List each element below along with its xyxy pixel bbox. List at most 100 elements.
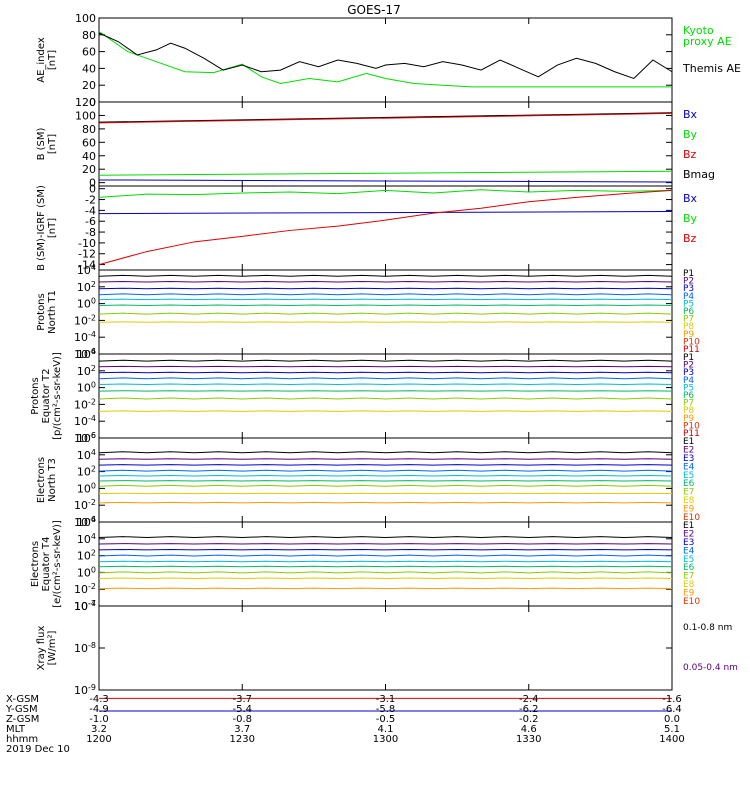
series-bx — [98, 179, 673, 183]
y-tick-label: 104 — [77, 448, 96, 462]
x-axis-value: -1.0 — [89, 714, 109, 725]
legend-entry: E2 — [683, 529, 694, 539]
legend-entry: E9 — [683, 589, 695, 599]
y-tick-label: 10-4 — [74, 515, 96, 529]
legend: Bx By Bz — [683, 192, 698, 245]
y-tick-label: 100 — [75, 109, 96, 122]
y-tick-label: 102 — [77, 280, 96, 294]
y-tick-label: 10-6 — [74, 347, 96, 361]
y-tick-label: 100 — [75, 12, 96, 25]
legend-entry: P9 — [683, 414, 694, 424]
y-tick-label: 10-9 — [74, 683, 96, 697]
x-axis-row-label: X-GSM — [6, 694, 39, 705]
legend-entry: P2 — [683, 277, 694, 287]
y-tick-label: 10-8 — [74, 641, 96, 655]
legend-entry: P2 — [683, 361, 694, 371]
panel-1: 0 20 40 60 80 100 AE_index[nT] Kyoto proxy AE The… — [36, 12, 741, 109]
y-axis-label: ElectronsEquator T4[e/(cm²-s-sr-keV)] — [30, 520, 63, 608]
series-bmag — [98, 112, 673, 123]
x-axis-table: X-GSM -4.3 -3.7 -3.1 -2.4 -1.6 Y-GSM -4.9 -5.4 -5… — [5, 694, 685, 755]
legend-entry: Bz — [683, 232, 697, 245]
series-e1 — [98, 536, 673, 539]
panel-frame — [98, 269, 673, 355]
y-tick-label: 10-2 — [74, 498, 96, 512]
panel-3: -14-12-10-8-6-4-20 B (SM)-IGRF (SM)[nT] Bx… — [36, 183, 698, 272]
legend-entry: E5 — [683, 471, 694, 481]
y-tick-label: 40 — [82, 150, 96, 163]
legend-entry: E6 — [683, 479, 695, 489]
panel-7: 106 104 102 100 10-2 10-4 ElectronsEquator T4[… — [30, 515, 700, 613]
series-p4 — [98, 293, 673, 296]
series-bx — [98, 210, 673, 215]
y-tick-label: 120 — [75, 96, 96, 109]
legend-entry: Kyoto proxy AE — [683, 24, 732, 48]
y-tick-label: 10-4 — [74, 599, 96, 613]
legend: Bx By Bz Bmag — [683, 108, 715, 181]
x-axis-value: -0.2 — [519, 714, 539, 725]
legend-entry: E3 — [683, 454, 694, 464]
x-axis-value: 1300 — [373, 734, 398, 745]
y-tick-label: -8 — [85, 226, 96, 239]
legend-entry: P11 — [683, 429, 700, 439]
plot-title: GOES-17 — [347, 3, 401, 17]
legend-entry: E4 — [683, 462, 695, 472]
legend-entry: P8 — [683, 406, 694, 416]
legend-entry: By — [683, 212, 698, 225]
legend-entry: P5 — [683, 383, 694, 393]
legend-entry: P1 — [683, 269, 694, 279]
legend-entry: 0.05-0.4 nm — [683, 663, 738, 673]
legend: Kyoto proxy AE Themis AE — [682, 24, 741, 75]
legend-entry: P4 — [683, 292, 694, 302]
x-axis-value: -5.8 — [376, 704, 396, 715]
legend-entry: E5 — [683, 555, 694, 565]
legend-entry: E1 — [683, 521, 694, 531]
x-axis-value: -6.2 — [519, 704, 539, 715]
y-axis-label: AE_index[nT] — [36, 37, 58, 83]
series-e4 — [98, 554, 673, 557]
y-tick-label: -14 — [78, 259, 96, 272]
y-tick-label: 102 — [77, 465, 96, 479]
legend-entry: P7 — [683, 315, 694, 325]
x-axis-value: -2.4 — [519, 694, 539, 705]
panel-5: 104 102 100 10-2 10-4 10-6 ProtonsEquator T2[p… — [30, 347, 700, 445]
y-tick-label: 102 — [77, 364, 96, 378]
legend-entry: P6 — [683, 391, 694, 401]
y-tick-label: -4 — [85, 204, 96, 217]
legend-entry: P8 — [683, 322, 694, 332]
x-axis-value: -0.5 — [376, 714, 396, 725]
x-axis-row-label: hhmm — [6, 734, 38, 745]
y-tick-label: 10-7 — [74, 599, 96, 613]
legend-entry: E8 — [683, 580, 695, 590]
y-tick-label: 0 — [89, 177, 96, 190]
y-tick-label: 20 — [82, 163, 96, 176]
series-p4 — [98, 377, 673, 380]
y-tick-label: 104 — [77, 532, 96, 546]
y-tick-label: 0 — [89, 96, 96, 109]
legend-entry: P3 — [683, 368, 694, 378]
series-e4 — [98, 469, 673, 472]
legend-entry: P10 — [683, 337, 700, 347]
legend-entry: E10 — [683, 597, 700, 607]
panel-frame — [98, 605, 673, 691]
legend-entry: P1 — [683, 353, 694, 363]
y-axis-label: ProtonsEquator T2[p/(cm²-s-sr-keV)] — [30, 352, 63, 440]
legend-entry: E9 — [683, 505, 695, 515]
y-tick-label: -10 — [78, 237, 96, 250]
y-tick-label: 104 — [77, 263, 96, 277]
panel-frame — [98, 185, 673, 271]
legend-entry: Bmag — [683, 168, 715, 181]
y-tick-label: -6 — [85, 215, 96, 228]
legend-entry: Bx — [683, 108, 698, 121]
date-label: 2019 Dec 10 — [6, 744, 70, 755]
y-tick-label: -12 — [78, 248, 96, 261]
panel-8: 10-7 10-8 10-9 Xray flux[W/m²] 0.1-0.8 nm 0.0… — [36, 599, 738, 712]
series-e7 — [98, 484, 673, 487]
y-tick-label: 60 — [82, 136, 96, 149]
y-tick-label: 40 — [82, 62, 96, 75]
y-tick-label: 80 — [82, 123, 96, 136]
